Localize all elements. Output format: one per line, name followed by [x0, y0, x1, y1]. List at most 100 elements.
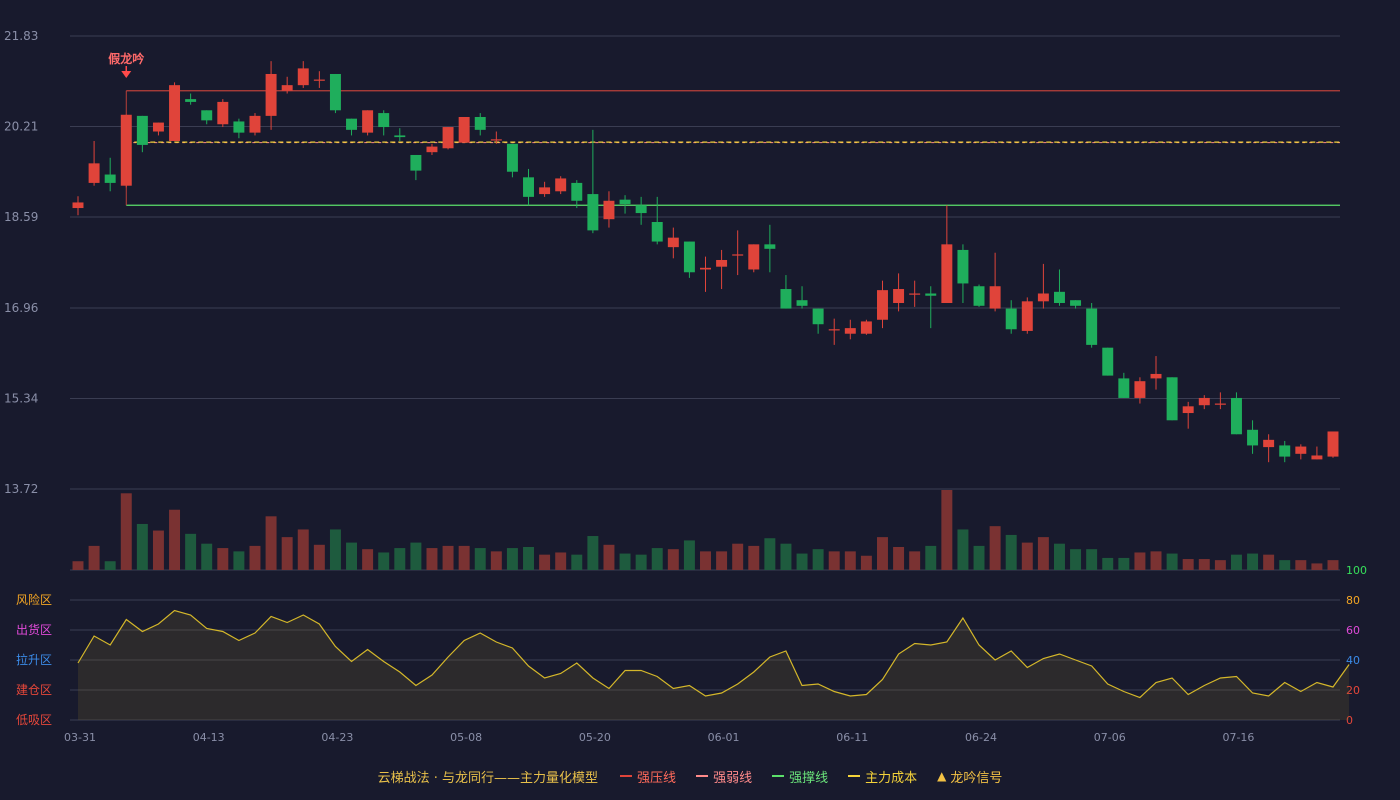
volume-bar: [152, 530, 164, 570]
candle-body: [989, 286, 1001, 309]
legend-swatch-strong-pressure: [620, 775, 633, 777]
volume-bar: [1134, 552, 1146, 570]
x-tick-label: 03-31: [64, 731, 96, 744]
candle-body: [152, 122, 164, 132]
volume-bar: [1198, 559, 1210, 570]
candle-body: [201, 110, 213, 121]
volume-bar: [506, 548, 518, 570]
candle-body: [1311, 455, 1323, 460]
volume-bar: [72, 561, 84, 570]
candle-body: [828, 329, 840, 331]
candle-body: [1102, 347, 1114, 376]
volume-bar: [362, 549, 374, 570]
volume-bar: [619, 553, 631, 570]
volume-bar: [1279, 560, 1291, 570]
candle-body: [1327, 431, 1339, 457]
volume-bar: [297, 529, 309, 570]
volume-bar: [603, 544, 615, 570]
volume-bar: [410, 542, 422, 570]
volume-bar: [1214, 560, 1226, 570]
volume-bar: [1247, 553, 1259, 570]
candle-body: [378, 113, 390, 128]
price-tick-label: 13.72: [4, 482, 38, 496]
volume-bar: [925, 545, 937, 570]
candle-body: [732, 254, 744, 256]
candle-body: [394, 135, 406, 138]
volume-bar: [265, 516, 277, 570]
candle-body: [1118, 378, 1130, 398]
x-tick-label: 05-08: [450, 731, 482, 744]
oscillator-zone-label: 低吸区: [16, 713, 52, 727]
candle-body: [313, 79, 325, 81]
volume-bar: [523, 546, 534, 570]
x-tick-label: 07-06: [1094, 731, 1126, 744]
volume-bar: [1053, 543, 1065, 570]
candle-body: [619, 199, 631, 205]
candle-body: [683, 241, 695, 273]
volume-bar: [104, 561, 116, 570]
volume-bar: [426, 548, 438, 570]
legend-item-support[interactable]: 强撑线: [772, 767, 828, 786]
legend-item-signal[interactable]: ▲ 龙吟信号: [937, 767, 1002, 786]
volume-bar: [136, 523, 148, 570]
candle-body: [233, 121, 245, 133]
candle-body: [185, 99, 197, 102]
candle-body: [1070, 300, 1082, 306]
volume-bar: [941, 490, 953, 570]
candle-body: [523, 177, 534, 197]
x-tick-label: 07-16: [1222, 731, 1254, 744]
candle-body: [72, 202, 84, 209]
volume-bar: [635, 554, 647, 570]
price-tick-label: 16.96: [4, 301, 38, 315]
candle-body: [362, 110, 374, 133]
volume-bar: [1102, 557, 1114, 570]
volume-bar: [571, 554, 583, 570]
candle-body: [700, 267, 711, 270]
candle-body: [104, 174, 116, 183]
volume-bar: [313, 544, 325, 570]
x-tick-label: 04-13: [193, 731, 225, 744]
legend-item-weak-line[interactable]: 强弱线: [696, 767, 752, 786]
volume-bar: [458, 545, 470, 570]
candle-body: [426, 146, 438, 153]
candle-body: [571, 182, 583, 201]
candle-body: [941, 244, 953, 303]
volume-bar: [796, 553, 808, 570]
candle-body: [716, 259, 728, 267]
candle-body: [1086, 308, 1098, 345]
x-tick-label: 06-24: [965, 731, 997, 744]
volume-bar: [1070, 549, 1082, 570]
volume-bar: [474, 548, 486, 570]
price-tick-label: 20.21: [4, 119, 38, 133]
volume-bar: [957, 529, 969, 570]
candle-body: [539, 187, 551, 195]
legend-label-support: 强撑线: [789, 770, 829, 786]
candle-body: [442, 127, 454, 149]
volume-bar: [1295, 560, 1307, 570]
candle-body: [651, 222, 663, 242]
oscillator-tick-label: 80: [1346, 594, 1360, 607]
candle-body: [169, 85, 181, 142]
legend-title: 云梯战法 · 与龙同行——主力量化模型: [377, 770, 599, 786]
candle-body: [1279, 445, 1291, 457]
candle-body: [265, 73, 277, 116]
volume-bar: [394, 548, 406, 570]
volume-bar: [1150, 551, 1162, 570]
candle-body: [909, 293, 921, 295]
x-tick-label: 05-20: [579, 731, 611, 744]
candle-body: [1214, 403, 1226, 405]
candle-body: [1247, 429, 1259, 446]
volume-bar: [844, 551, 856, 570]
oscillator-tick-label: 40: [1346, 654, 1360, 667]
legend-item-main-cost[interactable]: 主力成本: [848, 767, 917, 786]
oscillator-zone-label: 拉升区: [16, 652, 52, 667]
legend-item-strong-pressure[interactable]: 强压线: [620, 767, 676, 786]
volume-bar: [732, 543, 744, 570]
volume-bar: [587, 536, 599, 570]
oscillator-zone-label: 风险区: [16, 592, 52, 607]
oscillator-area: [78, 610, 1350, 720]
oscillator-tick-label: 20: [1346, 684, 1360, 697]
legend-swatch-support: [772, 775, 785, 777]
volume-bar: [539, 554, 551, 570]
